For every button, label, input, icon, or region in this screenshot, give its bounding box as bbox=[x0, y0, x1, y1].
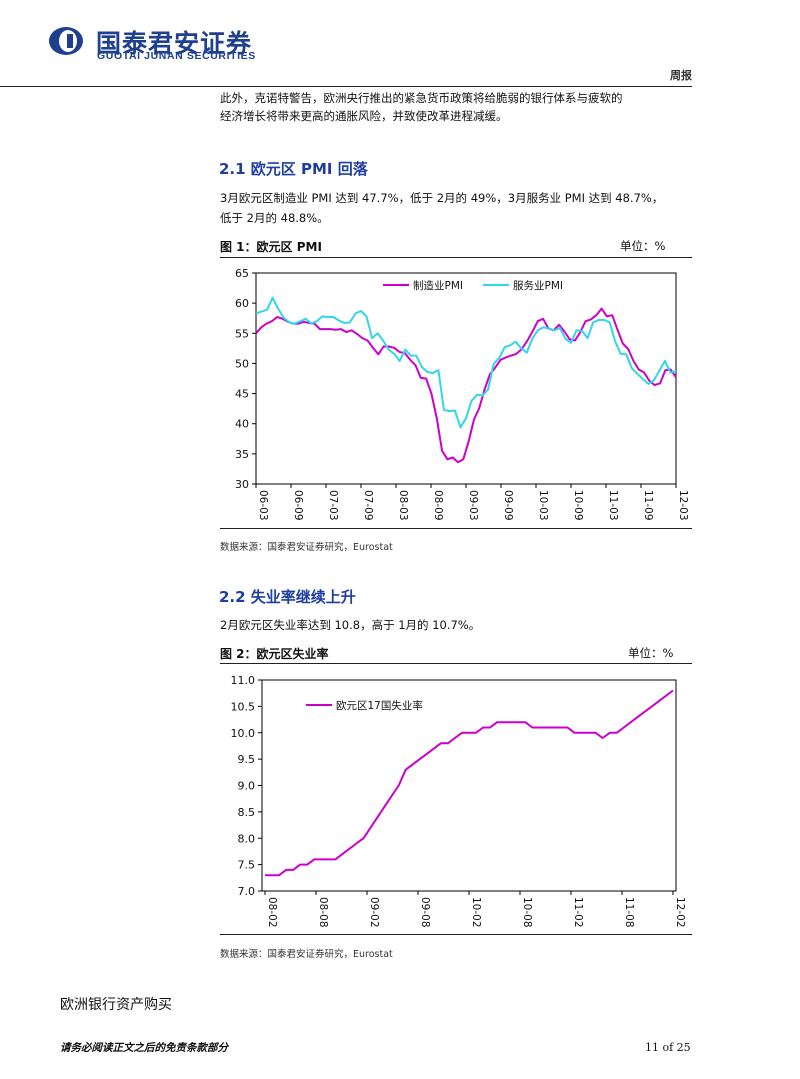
x-tick-label: 11-09 bbox=[642, 490, 654, 521]
figure-2-unit: 单位：% bbox=[628, 646, 674, 660]
y-tick-label: 60 bbox=[235, 297, 249, 310]
page-number: 11 of 25 bbox=[645, 1041, 691, 1054]
logo-emblem-icon bbox=[49, 27, 83, 55]
pmi-chart: 30 35 40 45 50 55 60 65 06-03 06-09 07-03 07-09 08-0… bbox=[235, 267, 689, 521]
y-tick-label: 55 bbox=[235, 327, 249, 340]
x-tick-label: 06-09 bbox=[292, 490, 304, 521]
intro-line-2: 经济增长将带来更高的通胀风险，并致使改革进程减缓。 bbox=[220, 109, 508, 123]
figure-1-bottom-rule bbox=[220, 528, 692, 529]
x-tick-label: 08-09 bbox=[432, 490, 444, 521]
figure-1-unit: 单位：% bbox=[620, 239, 666, 253]
y-tick-label: 45 bbox=[235, 388, 249, 401]
x-tick-label: 09-08 bbox=[419, 897, 431, 928]
y-tick-label: 9.0 bbox=[238, 780, 256, 793]
y-tick-label: 8.5 bbox=[238, 806, 256, 819]
section-heading-pmi: 2.1 欧元区 PMI 回落 bbox=[219, 160, 368, 178]
unemployment-chart: 7.0 7.5 8.0 8.5 9.0 9.5 10.0 10.5 11.0 08-02 08-08… bbox=[231, 674, 687, 928]
y-tick-label: 11.0 bbox=[231, 674, 256, 687]
header-rule bbox=[0, 86, 692, 87]
y-tick-label: 65 bbox=[235, 267, 249, 280]
y-tick-label: 9.5 bbox=[238, 753, 256, 766]
x-tick-label: 11-02 bbox=[572, 897, 584, 928]
y-tick-label: 50 bbox=[235, 357, 249, 370]
unemployment-text: 2月欧元区失业率达到 10.8，高于 1月的 10.7%。 bbox=[220, 618, 481, 632]
x-tick-label: 12-03 bbox=[677, 490, 689, 521]
x-tick-label: 12-02 bbox=[674, 897, 686, 928]
footer-disclaimer: 请务必阅读正文之后的免责条款部分 bbox=[60, 1042, 228, 1054]
x-tick-label: 10-08 bbox=[521, 897, 533, 928]
legend-label: 制造业PMI bbox=[413, 279, 463, 292]
figure-2-title: 图 2：欧元区失业率 bbox=[220, 647, 329, 661]
figure-2-top-rule bbox=[220, 663, 692, 664]
x-tick-label: 11-08 bbox=[623, 897, 635, 928]
legend-label: 欧元区17国失业率 bbox=[336, 699, 423, 712]
series-line bbox=[255, 307, 677, 464]
x-tick-label: 07-03 bbox=[327, 490, 339, 521]
y-tick-label: 10.0 bbox=[231, 727, 256, 740]
pmi-text-line-2: 低于 2月的 48.8%。 bbox=[220, 211, 329, 225]
figure-1-title: 图 1：欧元区 PMI bbox=[220, 240, 322, 254]
x-tick-label: 10-09 bbox=[572, 490, 584, 521]
figure-2-bottom-rule bbox=[220, 934, 692, 935]
x-tick-label: 09-09 bbox=[502, 490, 514, 521]
pmi-text-line-1: 3月欧元区制造业 PMI 达到 47.7%，低于 2月的 49%，3月服务业 P… bbox=[220, 191, 664, 205]
x-tick-label: 08-08 bbox=[317, 897, 329, 928]
x-tick-label: 08-02 bbox=[266, 897, 278, 928]
company-name-en: GUOTAI JUNAN SECURITIES bbox=[97, 50, 256, 62]
section-heading-unemployment: 2.2 失业率继续上升 bbox=[219, 588, 356, 606]
y-tick-label: 40 bbox=[235, 418, 249, 431]
y-tick-label: 35 bbox=[235, 448, 249, 461]
figure-2-source: 数据来源：国泰君安证券研究，Eurostat bbox=[220, 949, 393, 960]
x-tick-label: 07-09 bbox=[362, 490, 374, 521]
x-tick-label: 09-03 bbox=[467, 490, 479, 521]
y-tick-label: 8.0 bbox=[238, 832, 256, 845]
y-tick-label: 7.5 bbox=[238, 859, 256, 872]
x-tick-label: 06-03 bbox=[257, 490, 269, 521]
x-tick-label: 08-03 bbox=[397, 490, 409, 521]
report-type: 周报 bbox=[670, 69, 692, 82]
series-line bbox=[265, 689, 674, 877]
x-tick-label: 11-03 bbox=[607, 490, 619, 521]
y-tick-label: 10.5 bbox=[231, 700, 256, 713]
figure-1-top-rule bbox=[220, 257, 692, 258]
x-tick-label: 10-03 bbox=[537, 490, 549, 521]
x-tick-label: 09-02 bbox=[368, 897, 380, 928]
y-tick-label: 7.0 bbox=[238, 885, 256, 898]
side-note: 欧洲银行资产购买 bbox=[60, 997, 172, 1013]
company-logo bbox=[48, 26, 84, 56]
y-tick-label: 30 bbox=[235, 478, 249, 491]
x-tick-label: 10-02 bbox=[470, 897, 482, 928]
legend-label: 服务业PMI bbox=[513, 279, 563, 292]
company-name-cn: 国泰君安证券 bbox=[96, 29, 253, 58]
intro-line-1: 此外，克诺特警告，欧洲央行推出的紧急货币政策将给脆弱的银行体系与疲软的 bbox=[220, 91, 623, 105]
figure-1-source: 数据来源：国泰君安证券研究，Eurostat bbox=[220, 542, 393, 553]
series-line bbox=[255, 296, 677, 429]
